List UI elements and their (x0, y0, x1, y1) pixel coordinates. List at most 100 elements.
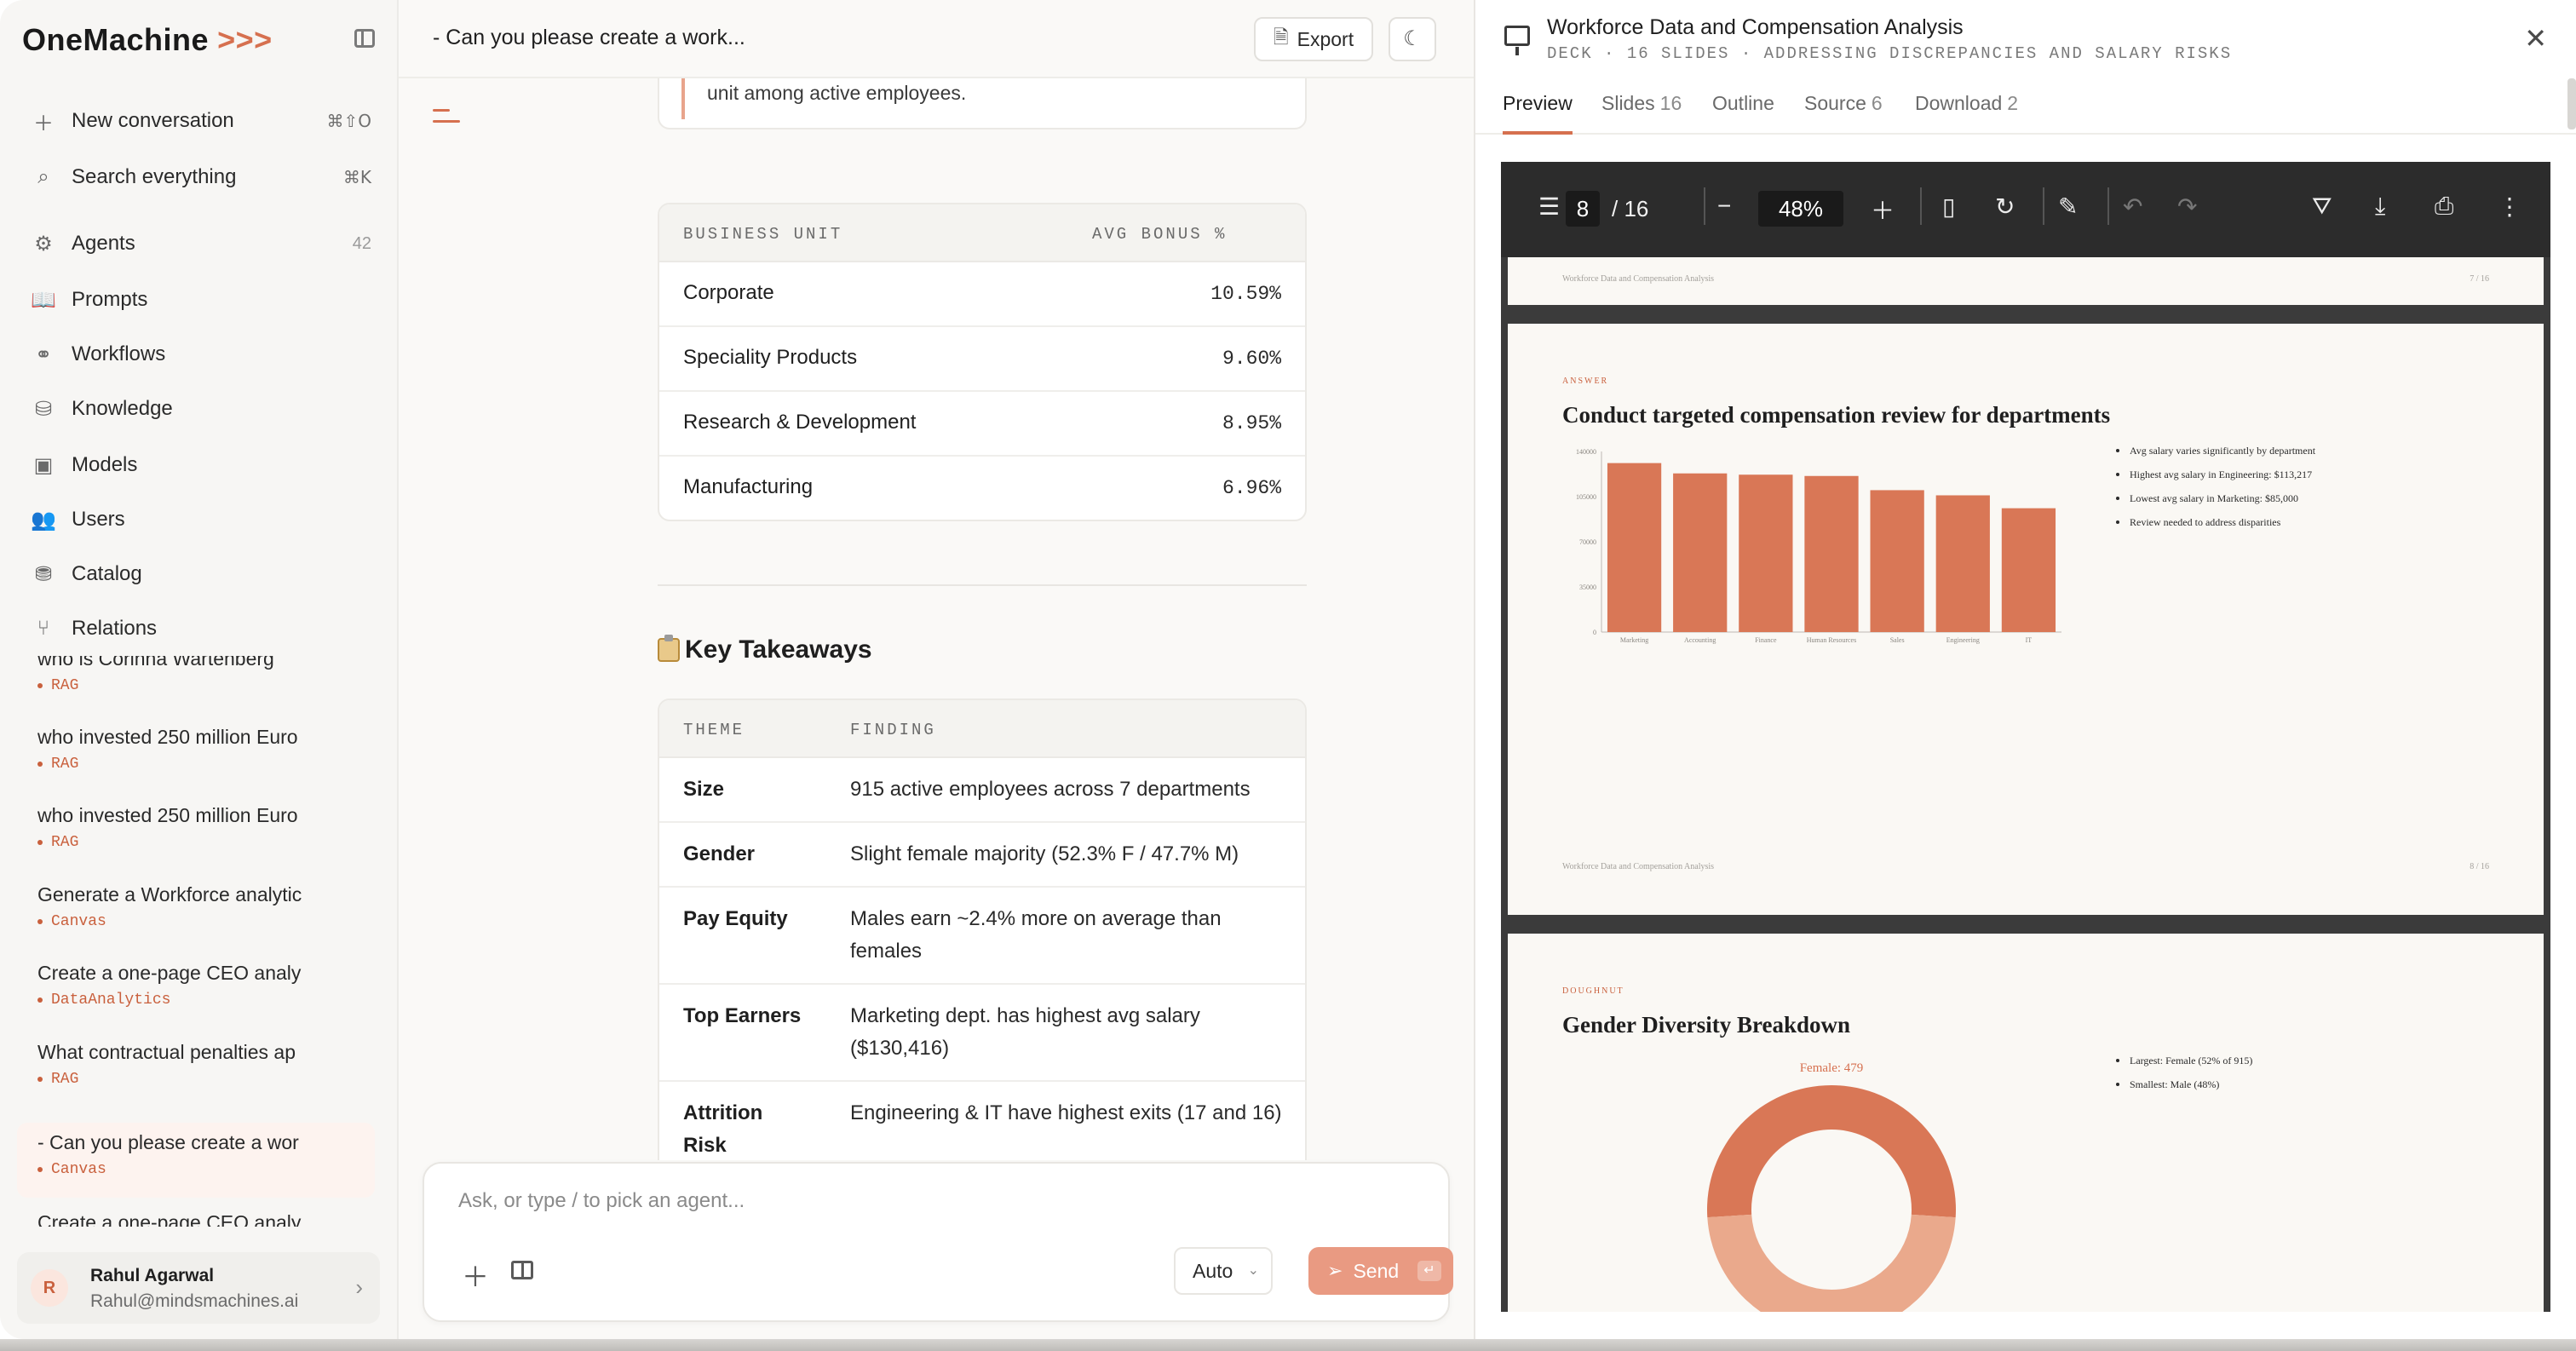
slide-9: DOUGHNUT Gender Diversity Breakdown Fema… (1508, 934, 2544, 1312)
workflow-icon: ⚭ (34, 342, 53, 366)
fit-page-icon[interactable]: ▯ (1942, 193, 1956, 220)
new-conversation-button[interactable]: ＋ New conversation ⌘⇧O (31, 102, 371, 140)
outline-icon[interactable] (433, 109, 460, 138)
send-button[interactable]: ➢ Send ↵ (1308, 1247, 1453, 1295)
chart-bar (1804, 475, 1859, 632)
chart-bar (1935, 495, 1990, 632)
tab-preview[interactable]: Preview (1503, 92, 1573, 135)
chart-bar (1607, 463, 1662, 632)
history-item[interactable]: What contractual penalties ap RAG (37, 1041, 296, 1088)
x-tick-label: Human Resources (1807, 636, 1856, 644)
sidebar-item-prompts[interactable]: 📖 Prompts (31, 288, 148, 312)
redo-icon[interactable]: ↷ (2177, 193, 2198, 220)
slide-bullets: Largest: Female (52% of 915) Smallest: M… (2116, 1055, 2252, 1102)
salary-bar-chart: 0 35000 70000 105000 140000 Marketing Accounti… (1576, 448, 2061, 644)
catalog-icon: ⛃ (34, 562, 53, 586)
mode-select[interactable]: Auto ⌄ (1174, 1247, 1273, 1295)
rotate-icon[interactable]: ↻ (1995, 193, 2015, 220)
sidebar-item-agents[interactable]: ⚙ Agents 42 (31, 225, 371, 262)
draw-icon[interactable]: ✎ (2058, 193, 2079, 220)
prompt-library-icon[interactable] (511, 1261, 533, 1279)
sidebar-item-workflows[interactable]: ⚭ Workflows (31, 336, 371, 373)
user-profile[interactable]: R Rahul Agarwal Rahul@mindsmachines.ai › (17, 1252, 380, 1324)
moon-icon[interactable]: ☾ (1389, 17, 1436, 61)
user-email: Rahul@mindsmachines.ai (90, 1291, 299, 1311)
history-item[interactable]: who invested 250 million Euro RAG (37, 726, 298, 773)
history-item[interactable]: Generate a Workforce analytic Canvas (37, 883, 302, 930)
bot-icon: ⚙ (34, 232, 53, 256)
history-item[interactable]: who invested 250 million Euro RAG (37, 804, 298, 851)
donut-annotation: Female: 479 (1800, 1061, 1864, 1075)
export-button[interactable]: 🗎 Export (1254, 17, 1373, 61)
tab-outline[interactable]: Outline (1712, 92, 1774, 114)
table-row: Corporate 10.59% (659, 262, 1305, 327)
history-item[interactable]: Create a one-page CEO analy DataAnalytic… (37, 962, 302, 1009)
zoom-input[interactable]: 48% (1758, 191, 1843, 227)
history-item[interactable]: Create a one-page CEO analy (37, 1211, 302, 1227)
x-tick-label: IT (2026, 636, 2033, 644)
x-tick-label: Engineering (1946, 636, 1980, 644)
tab-slides[interactable]: Slides 16 (1601, 92, 1682, 114)
more-options-icon[interactable]: ⋮ (2498, 193, 2521, 220)
chart-bar (1870, 490, 1924, 632)
sidebar-item-catalog[interactable]: ⛃ Catalog (31, 555, 371, 593)
chevron-down-icon: ⌄ (1247, 1263, 1259, 1278)
chart-bar (1673, 473, 1728, 632)
tab-download[interactable]: Download 2 (1915, 92, 2019, 114)
zoom-in-icon[interactable]: ＋ (1871, 198, 1895, 224)
sidebar-item-users[interactable]: 👥 Users (31, 508, 125, 532)
search-icon: ⌕ (37, 165, 49, 188)
x-tick-label: Marketing (1620, 636, 1648, 644)
sidebar: OneMachine >>> ＋ New conversation ⌘⇧O ⌕ S… (0, 0, 399, 1339)
users-icon: 👥 (31, 508, 56, 532)
sidebar-item-knowledge[interactable]: ⛁ Knowledge (31, 390, 371, 428)
table-header: BUSINESS UNIT AVG BONUS % (659, 204, 1305, 262)
print-icon[interactable]: ⎙ (2435, 193, 2454, 219)
user-name: Rahul Agarwal (90, 1266, 215, 1285)
conversation-history: who is Corinna Wartenberg RAG who invest… (0, 656, 397, 1227)
pdf-viewer[interactable]: ☰ 8 / 16 − 48% ＋ ▯ ↻ ✎ ↶ ↷ ⛛ ⤓ ⎙ ⋮ (1501, 162, 2550, 1312)
page-number-input[interactable]: 8 (1566, 191, 1600, 227)
table-row: Pay Equity Males earn ~2.4% more on aver… (659, 888, 1305, 985)
message-scroll[interactable]: unit among active employees. BUSINESS UN… (399, 78, 1474, 1160)
download-icon[interactable]: ⤓ (2375, 193, 2386, 219)
tab-source[interactable]: Source 6 (1804, 92, 1883, 114)
sidebar-collapse-icon[interactable] (354, 29, 375, 48)
close-icon[interactable]: ✕ (2524, 23, 2547, 54)
file-icon: 🗎 (1273, 26, 1289, 48)
y-tick-label: 0 (1593, 629, 1596, 636)
message-input[interactable]: Ask, or type / to pick an agent... (458, 1189, 745, 1212)
table-header: THEME FINDING (659, 700, 1305, 758)
x-tick-label: Accounting (1684, 636, 1716, 644)
sidebar-item-relations[interactable]: ⑂ Relations (31, 610, 371, 647)
sidebar-item-models[interactable]: ▣ Models (31, 446, 371, 484)
slide-title: Gender Diversity Breakdown (1562, 1012, 1851, 1038)
zoom-out-icon[interactable]: − (1717, 193, 1732, 219)
history-item[interactable]: who is Corinna Wartenberg RAG (37, 656, 274, 694)
takeaways-heading: Key Takeaways (658, 635, 872, 664)
deck-title: Workforce Data and Compensation Analysis (1547, 15, 1964, 39)
x-tick-label: Sales (1890, 636, 1905, 644)
save-to-drive-icon[interactable]: ⛛ (2312, 193, 2332, 219)
presentation-icon (1504, 26, 1530, 55)
window-shadow (0, 1339, 2576, 1351)
slide-7: Workforce Data and Compensation Analysis… (1508, 257, 2544, 305)
attach-plus-icon[interactable]: ＋ (462, 1262, 490, 1292)
brand-logo[interactable]: OneMachine >>> (22, 22, 273, 57)
conversation-title: - Can you please create a work... (433, 26, 745, 49)
slide-title: Conduct targeted compensation review for… (1562, 402, 2111, 428)
menu-icon[interactable]: ☰ (1538, 193, 1561, 220)
search-button[interactable]: ⌕ Search everything ⌘K (31, 158, 371, 196)
section-divider (658, 584, 1307, 586)
scrollbar[interactable] (2567, 78, 2576, 129)
table-row: Gender Slight female majority (52.3% F /… (659, 823, 1305, 888)
chart-bar (2001, 508, 2056, 632)
donut-slice-male (1707, 1214, 1956, 1312)
history-item-active[interactable]: - Can you please create a wor Canvas (17, 1123, 375, 1198)
chat-area: - Can you please create a work... 🗎 Expor… (399, 0, 1474, 1339)
panel-tabs: Preview Slides 16 Outline Source 6 Downloa… (1475, 82, 2576, 135)
slide-bullets: Avg salary varies significantly by depar… (2116, 445, 2315, 540)
undo-icon[interactable]: ↶ (2123, 193, 2143, 220)
table-row: Manufacturing 6.96% (683, 475, 1281, 499)
